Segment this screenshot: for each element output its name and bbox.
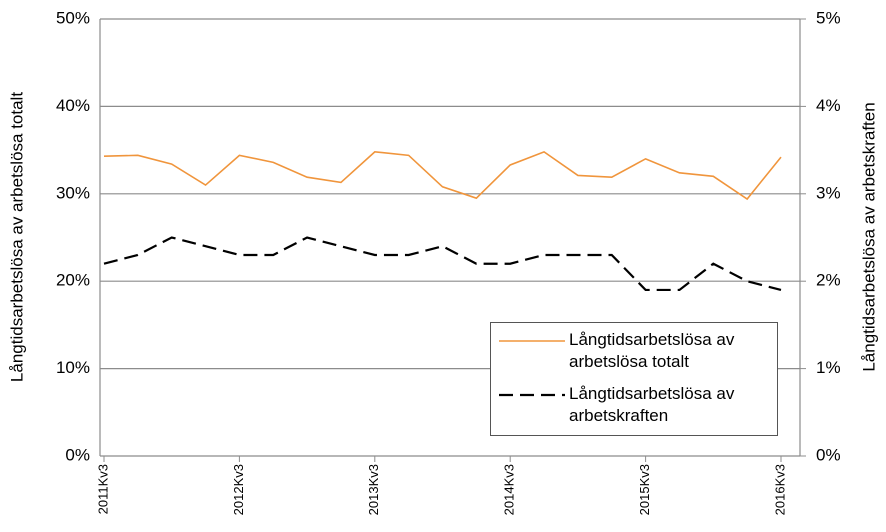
y-axis-title: Långtidsarbetslösa av arbetslösa totalt (7, 92, 26, 382)
series-line (103, 236, 782, 292)
x-tick-label: 2016Kv3 (772, 464, 787, 515)
series-line (103, 150, 782, 201)
y-tick-label: 0% (65, 445, 90, 464)
x-tick-label: 2015Kv3 (637, 464, 652, 515)
y2-tick-label: 5% (816, 8, 841, 27)
y2-tick-label: 1% (816, 358, 841, 377)
y-tick-label: 20% (56, 271, 90, 290)
y2-axis-title: Långtidsarbetslösa av arbetskraften (859, 102, 878, 371)
x-tick-label: 2013Kv3 (366, 464, 381, 515)
legend: Långtidsarbetslösa av arbetslösa totalt L… (490, 322, 778, 436)
y2-tick-label: 4% (816, 96, 841, 115)
legend-swatch (499, 393, 565, 397)
y2-tick-label: 2% (816, 271, 841, 290)
y2-tick-label: 0% (816, 445, 841, 464)
legend-label: Långtidsarbetslösa av arbetskraften (569, 384, 735, 425)
legend-swatch (499, 340, 565, 342)
y-tick-label: 50% (56, 8, 90, 27)
y-tick-label: 10% (56, 358, 90, 377)
x-tick-label: 2014Kv3 (502, 464, 517, 515)
y2-tick-label: 3% (816, 183, 841, 202)
x-tick-label: 2012Kv3 (231, 464, 246, 515)
legend-label: Långtidsarbetslösa av arbetslösa totalt (569, 330, 735, 371)
y-tick-label: 40% (56, 96, 90, 115)
y-tick-label: 30% (56, 183, 90, 202)
x-tick-label: 2011Kv3 (95, 464, 110, 514)
